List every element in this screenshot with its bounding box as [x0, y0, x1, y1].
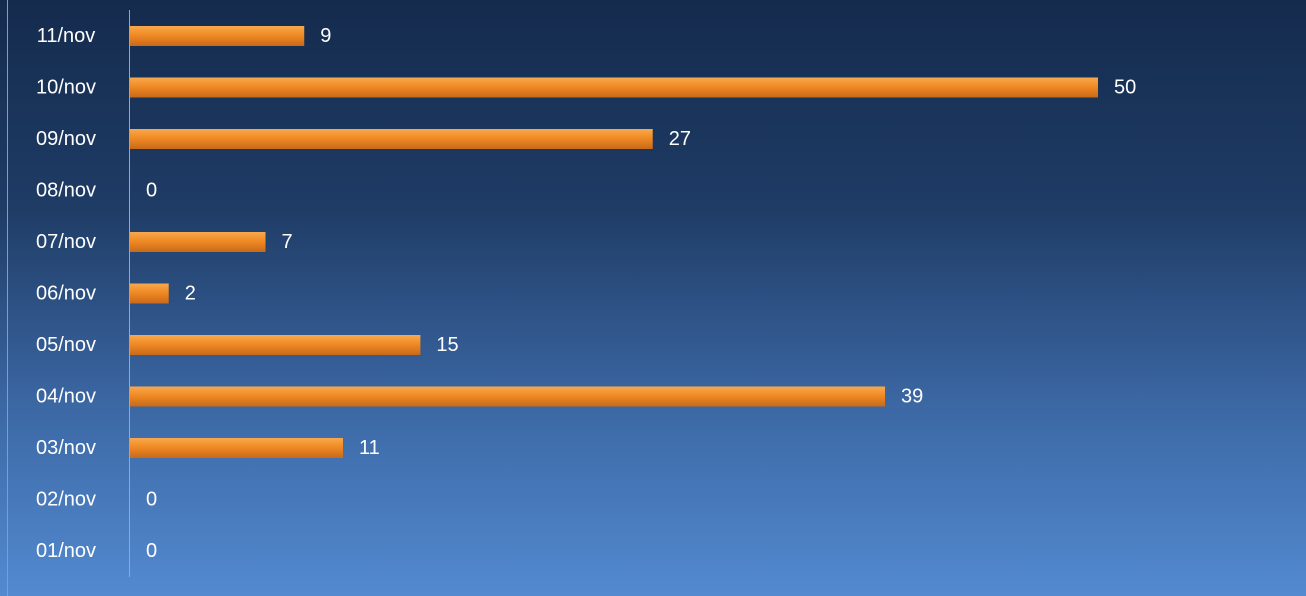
value-label: 50	[1114, 77, 1136, 99]
value-label: 0	[146, 180, 157, 202]
category-label: 07/nov	[36, 231, 96, 253]
bar	[130, 283, 169, 304]
category-label: 10/nov	[36, 77, 96, 99]
value-label: 15	[436, 334, 458, 356]
value-label: 27	[669, 128, 691, 150]
bar	[130, 232, 266, 252]
category-label: 06/nov	[36, 283, 96, 305]
bar	[130, 386, 886, 407]
value-label: 39	[901, 386, 923, 408]
value-label: 9	[320, 25, 331, 47]
value-label: 0	[146, 540, 157, 562]
category-label: 02/nov	[36, 489, 96, 511]
category-label: 11/nov	[37, 25, 96, 47]
bars-group: 11/nov 9 10/nov 50 09/nov 27 08/nov 0 07/nov 7 06/…	[36, 25, 1136, 562]
value-label: 0	[146, 489, 157, 511]
value-label: 7	[282, 231, 293, 253]
value-label: 11	[359, 437, 380, 459]
bar	[130, 129, 653, 149]
bar	[130, 77, 1098, 98]
bar	[130, 26, 305, 46]
value-label: 2	[185, 283, 196, 305]
category-label: 05/nov	[36, 334, 96, 356]
bar	[130, 438, 343, 458]
category-label: 03/nov	[36, 437, 96, 459]
bar	[130, 335, 421, 355]
category-label: 08/nov	[36, 180, 96, 202]
category-label: 09/nov	[36, 128, 96, 150]
category-label: 01/nov	[36, 540, 96, 562]
category-label: 04/nov	[36, 386, 96, 408]
